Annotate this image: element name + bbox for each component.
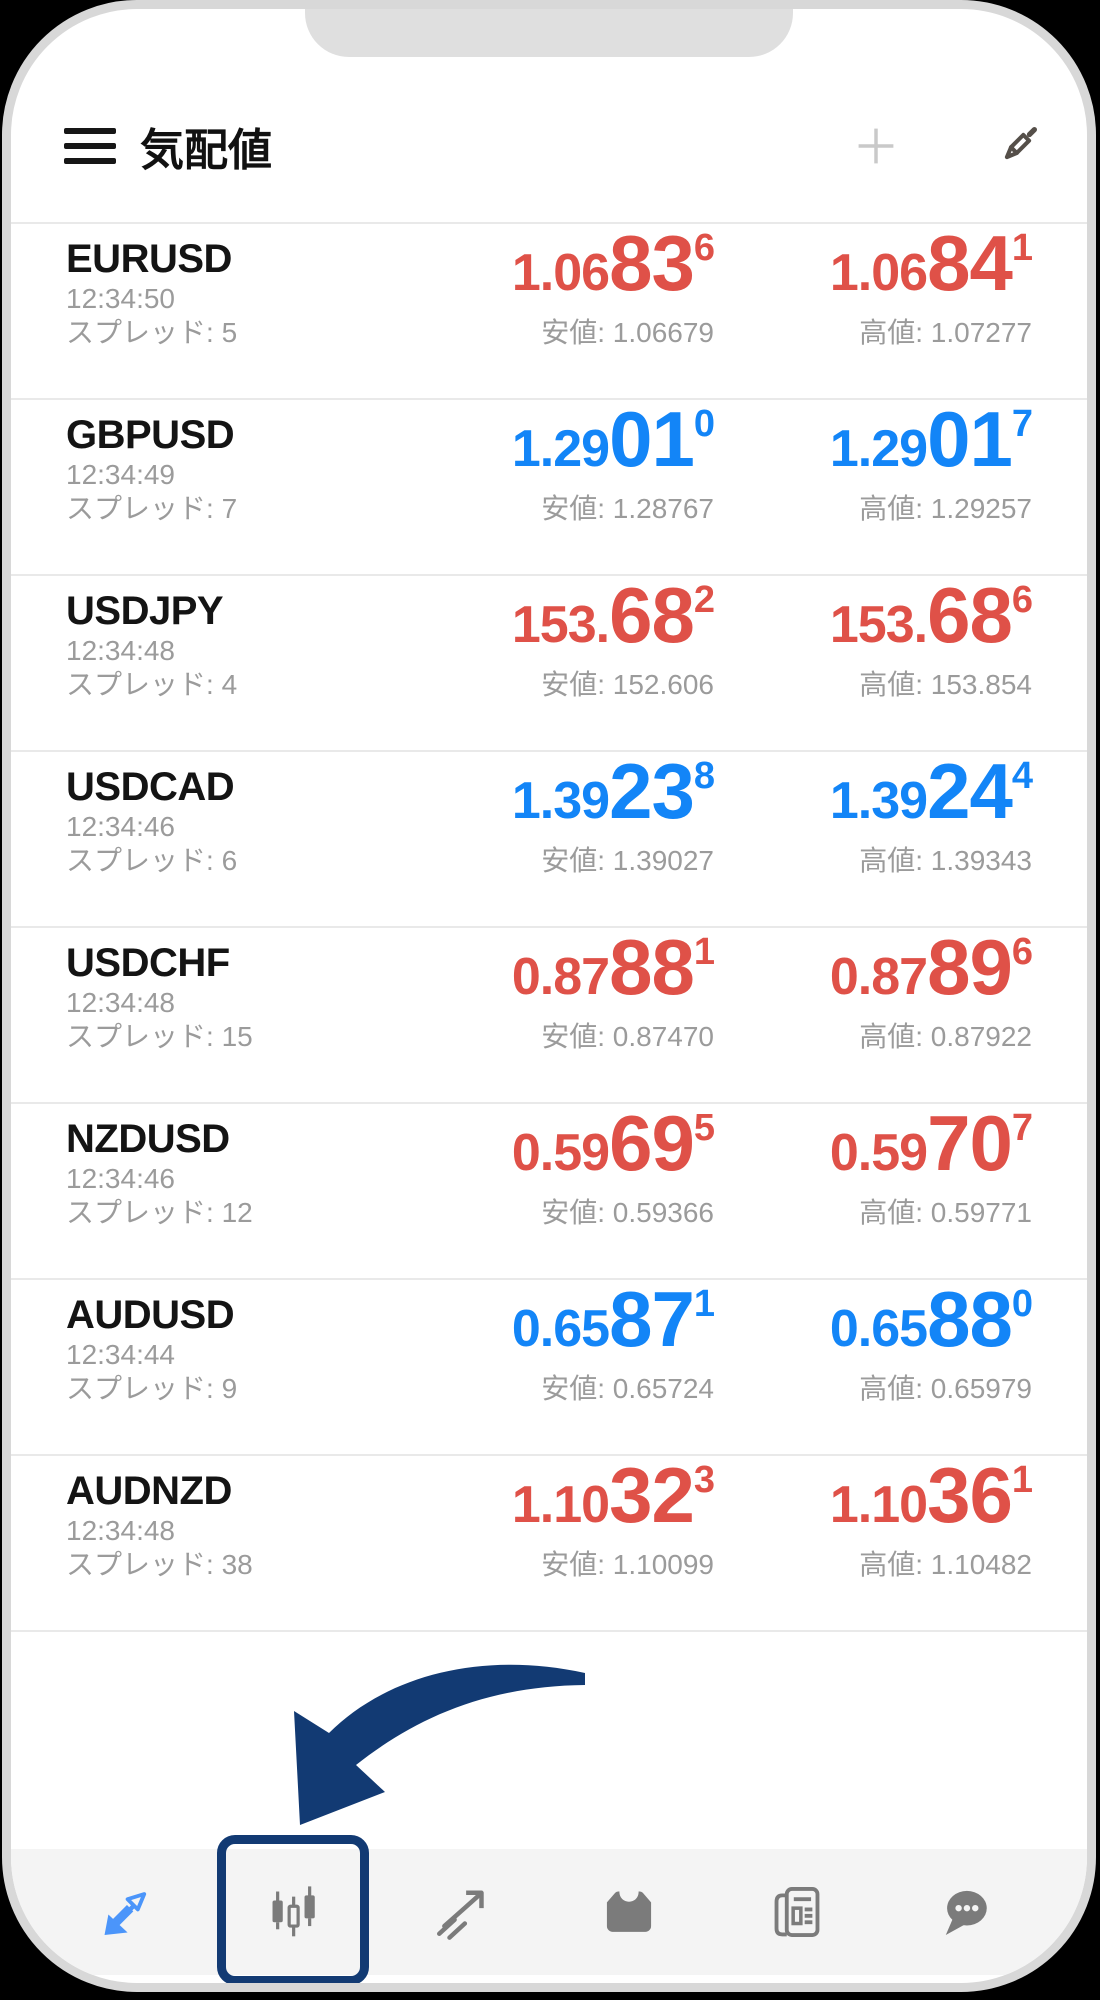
symbol-name: GBPUSD [66, 413, 235, 457]
bid-price: 1.39238 [511, 747, 715, 835]
high-value: 高値: 153.854 [859, 669, 1032, 700]
quote-time: 12:34:50 [66, 283, 175, 314]
quote-time: 12:34:49 [66, 459, 175, 490]
symbol-name: AUDUSD [66, 1293, 235, 1337]
chat-bubble-icon [945, 1890, 987, 1936]
spread: スプレッド: 5 [66, 317, 238, 348]
quote-row[interactable]: EURUSD 12:34:50 スプレッド: 5 1.06836 安値: 1.0… [11, 224, 1087, 400]
ask-price: 0.65880 [829, 1275, 1033, 1363]
inbox-icon [606, 1882, 652, 1932]
spread: スプレッド: 38 [66, 1549, 253, 1580]
quotes-list: EURUSD 12:34:50 スプレッド: 5 1.06836 安値: 1.0… [11, 222, 1087, 1632]
plus-icon[interactable] [847, 117, 905, 175]
quote-row[interactable]: AUDNZD 12:34:48 スプレッド: 38 1.10323 安値: 1.… [11, 1456, 1087, 1632]
quote-time: 12:34:48 [66, 1515, 175, 1546]
quote-time: 12:34:48 [66, 987, 175, 1018]
high-value: 高値: 1.29257 [859, 493, 1032, 524]
ask-price: 1.10361 [829, 1451, 1033, 1539]
quote-row[interactable]: USDCHF 12:34:48 スプレッド: 15 0.87881 安値: 0.… [11, 928, 1087, 1104]
symbol-name: USDCAD [66, 765, 235, 809]
menu-button[interactable] [64, 127, 116, 164]
tab-charts[interactable] [209, 1835, 377, 1983]
symbol-name: AUDNZD [66, 1469, 232, 1513]
high-value: 高値: 1.10482 [859, 1549, 1032, 1580]
ask-price: 153.686 [829, 571, 1033, 659]
bid-price: 1.29010 [511, 395, 715, 483]
high-value: 高値: 0.87922 [859, 1021, 1032, 1052]
tab-history[interactable] [545, 1849, 713, 1975]
ask-price: 1.39244 [829, 747, 1033, 835]
low-value: 安値: 1.39027 [541, 845, 714, 876]
symbol-name: EURUSD [66, 237, 232, 281]
candlestick-chart-icon [272, 1886, 315, 1937]
quote-time: 12:34:46 [66, 811, 175, 842]
tab-news[interactable] [713, 1849, 881, 1975]
quote-time: 12:34:48 [66, 635, 175, 666]
bottom-tab-bar [11, 1835, 1087, 1983]
high-value: 高値: 0.65979 [859, 1373, 1032, 1404]
ask-price: 1.06841 [829, 219, 1033, 307]
bid-price: 0.59695 [511, 1099, 715, 1187]
low-value: 安値: 152.606 [541, 669, 714, 700]
high-value: 高値: 1.39343 [859, 845, 1032, 876]
symbol-name: NZDUSD [66, 1117, 230, 1161]
highlight-box [217, 1835, 369, 1983]
symbol-name: USDJPY [66, 589, 224, 633]
trade-arrows-icon [104, 1892, 147, 1936]
curved-arrow-annotation [294, 1664, 585, 1825]
symbol-name: USDCHF [66, 941, 230, 985]
low-value: 安値: 1.28767 [541, 493, 714, 524]
tab-trade[interactable] [377, 1849, 545, 1975]
newspaper-icon [774, 1887, 820, 1937]
high-value: 高値: 1.07277 [859, 317, 1032, 348]
quote-row[interactable]: USDCAD 12:34:46 スプレッド: 6 1.39238 安値: 1.3… [11, 752, 1087, 928]
spread: スプレッド: 7 [66, 493, 238, 524]
tab-quotes[interactable] [41, 1849, 209, 1975]
pencil-edit-icon[interactable] [989, 117, 1047, 175]
bid-price: 0.87881 [511, 923, 715, 1011]
ask-price: 0.87896 [829, 923, 1033, 1011]
quote-row[interactable]: NZDUSD 12:34:46 スプレッド: 12 0.59695 安値: 0.… [11, 1104, 1087, 1280]
phone-notch [305, 9, 793, 57]
high-value: 高値: 0.59771 [859, 1197, 1032, 1228]
quote-row[interactable]: USDJPY 12:34:48 スプレッド: 4 153.682 安値: 152… [11, 576, 1087, 752]
spread: スプレッド: 15 [66, 1021, 253, 1052]
bid-price: 0.65871 [511, 1275, 715, 1363]
ask-price: 1.29017 [829, 395, 1033, 483]
bid-price: 1.10323 [511, 1451, 715, 1539]
spread: スプレッド: 12 [66, 1197, 253, 1228]
ask-price: 0.59707 [829, 1099, 1033, 1187]
quote-time: 12:34:46 [66, 1163, 175, 1194]
bid-price: 153.682 [511, 571, 715, 659]
low-value: 安値: 0.59366 [541, 1197, 714, 1228]
tab-messages[interactable] [881, 1849, 1049, 1975]
low-value: 安値: 1.06679 [541, 317, 714, 348]
quote-row[interactable]: GBPUSD 12:34:49 スプレッド: 7 1.29010 安値: 1.2… [11, 400, 1087, 576]
trend-line-icon [437, 1890, 484, 1940]
bid-price: 1.06836 [511, 219, 715, 307]
app-header: 気配値 [11, 9, 1087, 222]
spread: スプレッド: 9 [66, 1373, 238, 1404]
page-title: 気配値 [140, 125, 272, 175]
quote-row[interactable]: AUDUSD 12:34:44 スプレッド: 9 0.65871 安値: 0.6… [11, 1280, 1087, 1456]
low-value: 安値: 1.10099 [541, 1549, 714, 1580]
low-value: 安値: 0.87470 [541, 1021, 714, 1052]
spread: スプレッド: 6 [66, 845, 238, 876]
quote-time: 12:34:44 [66, 1339, 175, 1370]
low-value: 安値: 0.65724 [541, 1373, 714, 1404]
spread: スプレッド: 4 [66, 669, 238, 700]
